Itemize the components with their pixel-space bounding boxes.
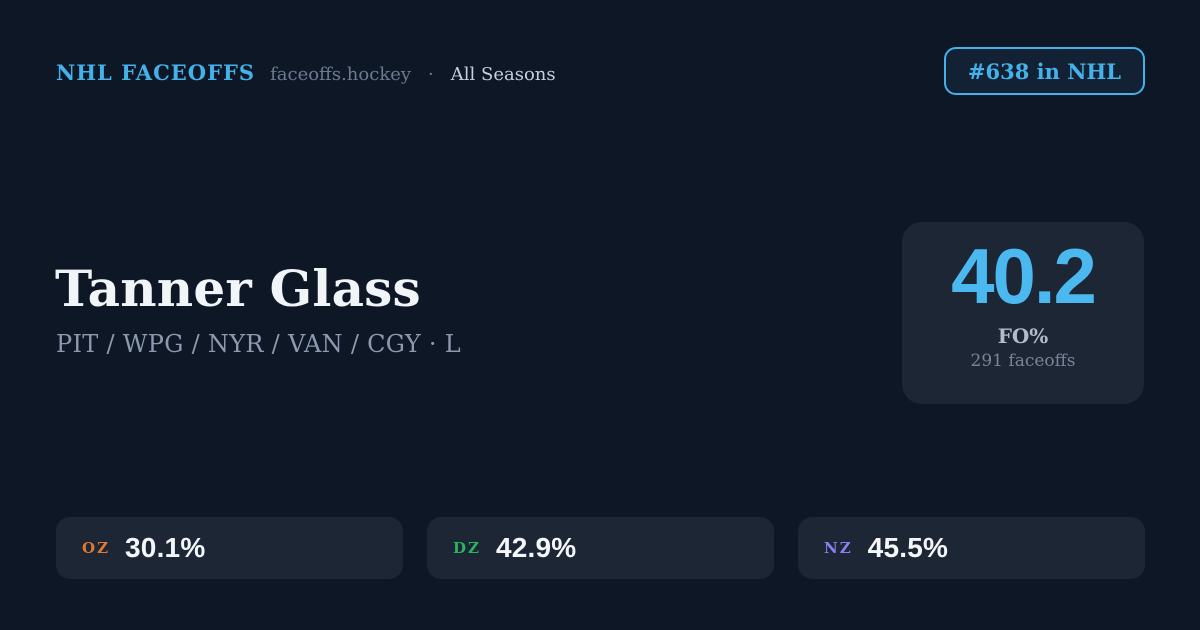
neutral-zone-value: 45.5%	[867, 532, 949, 563]
offensive-zone-label: OZ	[82, 539, 111, 557]
faceoff-percentage-label: FO%	[997, 324, 1049, 348]
player-teams: PIT / WPG / NYR / VAN / CGY · L	[56, 330, 462, 358]
rank-badge[interactable]: #638 in NHL	[943, 47, 1145, 95]
faceoff-count: 291 faceoffs	[970, 351, 1076, 371]
neutral-zone-pill[interactable]: NZ 45.5%	[798, 517, 1145, 579]
offensive-zone-value: 30.1%	[125, 532, 206, 563]
site-domain: faceoffs.hockey	[270, 64, 412, 85]
defensive-zone-pill[interactable]: DZ 42.9%	[427, 517, 774, 579]
player-name: Tanner Glass	[55, 259, 421, 318]
faceoff-percentage-value: 40.2	[951, 232, 1097, 320]
offensive-zone-pill[interactable]: OZ 30.1%	[56, 517, 403, 579]
season-filter-label: All Seasons	[450, 64, 556, 85]
faceoff-stat-card: 40.2 FO% 291 faceoffs	[902, 222, 1144, 404]
header: NHL FACEOFFS faceoffs.hockey · All Seaso…	[56, 60, 556, 85]
brand-link[interactable]: NHL FACEOFFS	[56, 60, 256, 85]
zone-stats-row: OZ 30.1% DZ 42.9% NZ 45.5%	[56, 517, 1145, 579]
defensive-zone-label: DZ	[453, 539, 481, 557]
neutral-zone-label: NZ	[824, 539, 853, 557]
dot-separator: ·	[428, 64, 434, 85]
defensive-zone-value: 42.9%	[495, 532, 577, 563]
